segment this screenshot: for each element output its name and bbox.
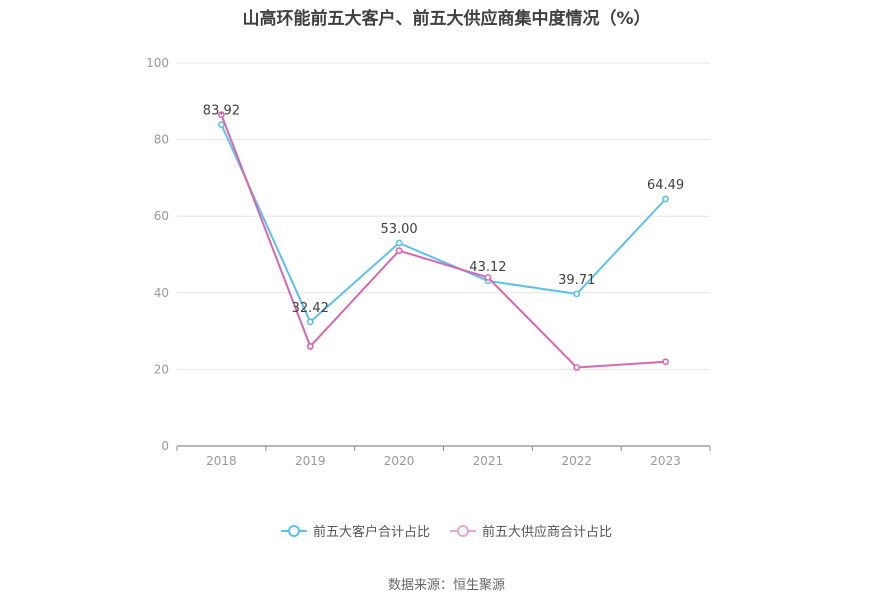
line-chart: 0 20 40 60 80 100 2018 2019 2020 2021 2022 2023 83.… — [146, 56, 711, 468]
data-point — [218, 111, 225, 119]
data-point — [218, 121, 225, 128]
x-tick-label: 2021 — [473, 454, 504, 468]
grid-lines — [177, 62, 710, 370]
legend: 前五大客户合计占比 前五大供应商合计占比 — [0, 521, 893, 540]
legend-item-suppliers[interactable]: 前五大供应商合计占比 — [450, 521, 612, 540]
x-tick-label: 2018 — [206, 454, 237, 468]
data-label: 53.00 — [380, 222, 417, 237]
legend-item-customers[interactable]: 前五大客户合计占比 — [280, 521, 430, 540]
series-lines — [218, 111, 669, 371]
data-label: 83.92 — [203, 104, 240, 119]
y-tick-label: 60 — [154, 209, 169, 223]
y-tick-label: 80 — [154, 133, 169, 147]
legend-marker-suppliers — [450, 524, 476, 538]
y-tick-label: 0 — [161, 439, 169, 453]
data-point — [306, 343, 314, 350]
legend-marker-customers — [280, 524, 307, 538]
data-point — [395, 247, 403, 255]
x-tick-label: 2019 — [295, 454, 326, 468]
legend-label-suppliers: 前五大供应商合计占比 — [482, 525, 613, 540]
x-tick-label: 2023 — [650, 454, 681, 468]
y-tick-label: 100 — [146, 56, 169, 70]
data-label: 64.49 — [647, 178, 684, 193]
y-tick-label: 20 — [154, 362, 169, 376]
series-line — [220, 124, 667, 323]
data-labels: 83.92 32.42 53.00 43.12 39.71 64.49 — [203, 104, 684, 316]
data-point — [484, 274, 492, 281]
data-label: 43.12 — [469, 260, 506, 275]
x-tick-label: 2022 — [561, 454, 592, 468]
data-point — [395, 239, 403, 247]
data-source: 数据来源：恒生聚源 — [387, 578, 505, 593]
x-tick-label: 2020 — [384, 454, 415, 468]
data-point — [573, 290, 581, 298]
chart-title: 山高环能前五大客户、前五大供应商集中度情况（%） — [242, 9, 651, 29]
axes: 0 20 40 60 80 100 2018 2019 2020 2021 2022 2023 — [146, 56, 711, 468]
legend-label-customers: 前五大客户合计占比 — [312, 525, 430, 540]
data-label: 39.71 — [558, 273, 595, 288]
data-point — [306, 318, 314, 326]
data-point — [662, 358, 669, 366]
series-line — [220, 114, 666, 369]
data-label: 32.42 — [292, 301, 329, 316]
y-tick-label: 40 — [154, 286, 169, 300]
data-point — [662, 195, 669, 203]
data-point — [573, 364, 581, 371]
